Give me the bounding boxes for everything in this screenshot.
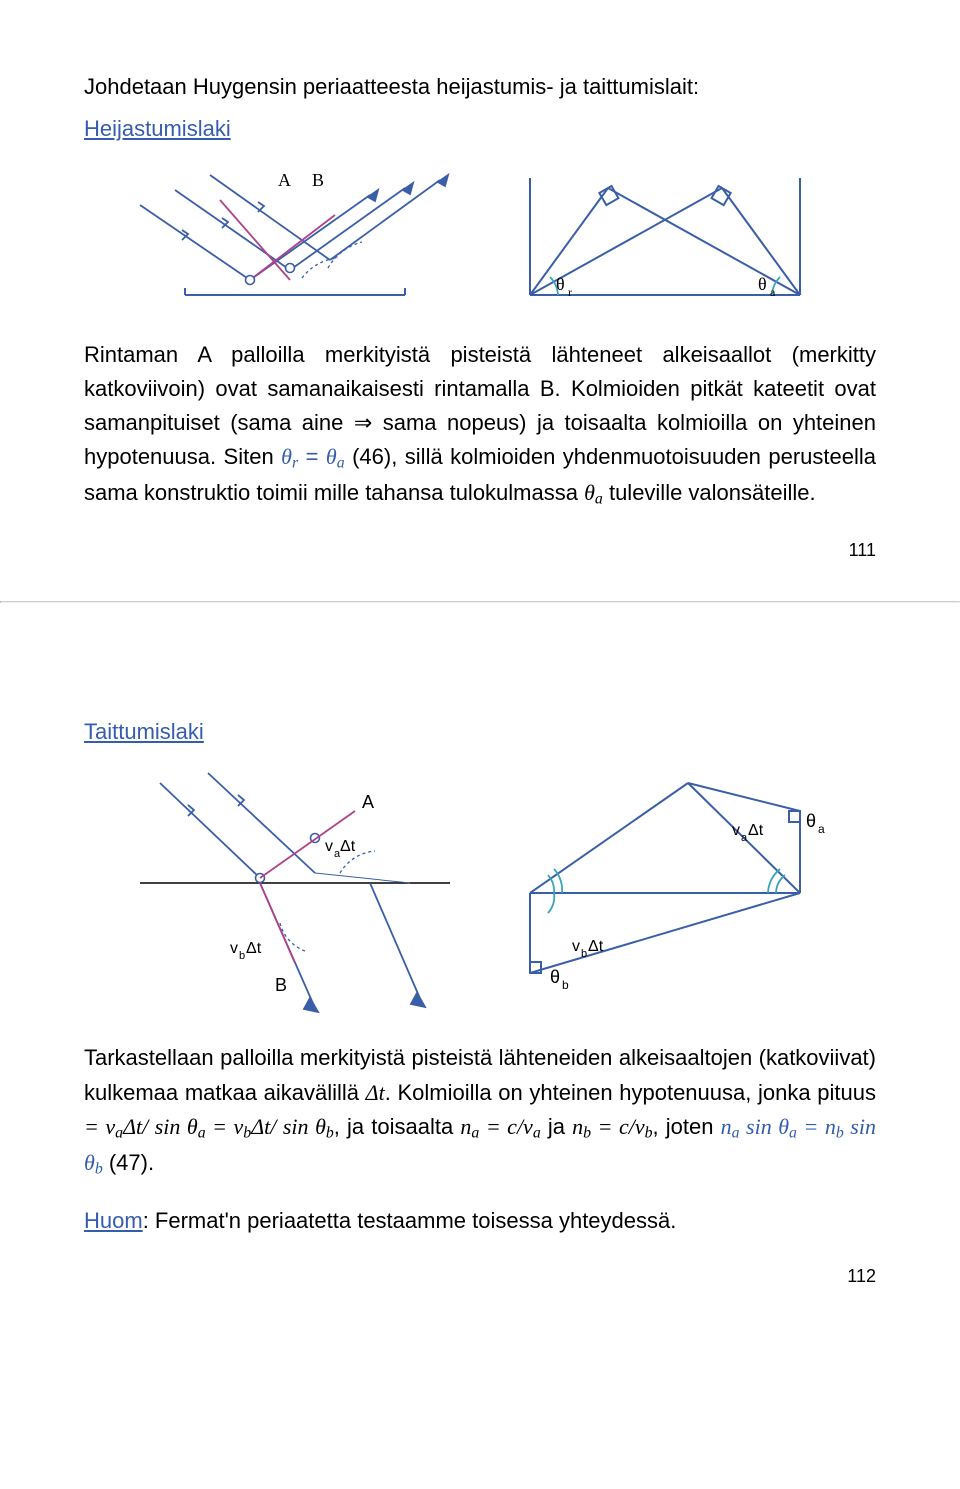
- svg-text:θ: θ: [550, 967, 560, 987]
- svg-text:B: B: [275, 975, 287, 995]
- refraction-paragraph: Tarkastellaan palloilla merkityistä pist…: [84, 1041, 876, 1181]
- huom-line: Huom: Fermat'n periaatetta testaamme toi…: [84, 1204, 876, 1238]
- theta-a-inline: θa: [584, 480, 603, 505]
- svg-text:Δt: Δt: [340, 838, 356, 855]
- page-number-111: 111: [84, 540, 876, 561]
- svg-text:θ: θ: [556, 274, 565, 294]
- para2-b: . Kolmioilla on yhteinen hypotenuusa, jo…: [385, 1080, 876, 1105]
- figure-row-refraction: A v a Δt v b Δt B: [84, 763, 876, 1023]
- svg-text:Δt: Δt: [588, 938, 604, 955]
- huom-text: : Fermat'n periaatetta testaamme toisess…: [143, 1208, 677, 1233]
- eq-na: na = c/va: [460, 1114, 540, 1139]
- reflection-paragraph: Rintaman A palloilla merkityistä pisteis…: [84, 338, 876, 512]
- page-111: Johdetaan Huygensin periaatteesta heijas…: [0, 0, 960, 601]
- svg-text:v: v: [572, 938, 580, 955]
- svg-text:Δt: Δt: [246, 940, 262, 957]
- reflection-triangles-diagram: θ r θ a: [500, 160, 830, 320]
- page-112: Taittumislaki: [0, 603, 960, 1326]
- intro-text: Johdetaan Huygensin periaatteesta heijas…: [84, 70, 876, 104]
- svg-text:a: a: [741, 832, 748, 844]
- svg-text:v: v: [230, 940, 238, 957]
- section-taittumislaki-link: Taittumislaki: [84, 719, 204, 745]
- svg-text:A: A: [362, 792, 374, 812]
- svg-text:b: b: [239, 950, 245, 962]
- svg-text:Δt: Δt: [748, 822, 764, 839]
- para2-c: , ja toisaalta: [334, 1114, 461, 1139]
- eq-nb: nb = c/vb: [572, 1114, 652, 1139]
- svg-text:r: r: [568, 285, 572, 299]
- svg-text:b: b: [581, 948, 587, 960]
- refraction-rays-diagram: A v a Δt v b Δt B: [130, 763, 460, 1023]
- page-number-112: 112: [84, 1266, 876, 1287]
- svg-text:B: B: [312, 170, 324, 190]
- para1-part-c: tuleville valonsäteille.: [609, 480, 816, 505]
- huom-label: Huom: [84, 1208, 143, 1233]
- reflection-rays-diagram: A B: [130, 160, 460, 320]
- svg-text:A: A: [278, 170, 291, 190]
- svg-text:v: v: [325, 838, 333, 855]
- svg-text:v: v: [732, 822, 740, 839]
- svg-text:θ: θ: [806, 811, 816, 831]
- svg-text:a: a: [770, 285, 776, 299]
- svg-text:b: b: [562, 978, 569, 992]
- delta-t-inline: Δt: [366, 1080, 385, 1105]
- para1-equation: θr = θa: [281, 444, 352, 469]
- para2-d: ja: [548, 1114, 572, 1139]
- eq-hyp: = vaΔt/ sin θa = vbΔt/ sin θb: [84, 1114, 334, 1139]
- section-heijastumislaki-link: Heijastumislaki: [84, 116, 231, 142]
- para2-f: (47).: [109, 1150, 154, 1175]
- svg-text:a: a: [818, 822, 825, 836]
- refraction-triangles-diagram: v a Δt θ a v b Δt θ b: [500, 763, 830, 1023]
- svg-text:θ: θ: [758, 274, 767, 294]
- figure-row-reflection: A B: [84, 160, 876, 320]
- para2-e: , joten: [653, 1114, 721, 1139]
